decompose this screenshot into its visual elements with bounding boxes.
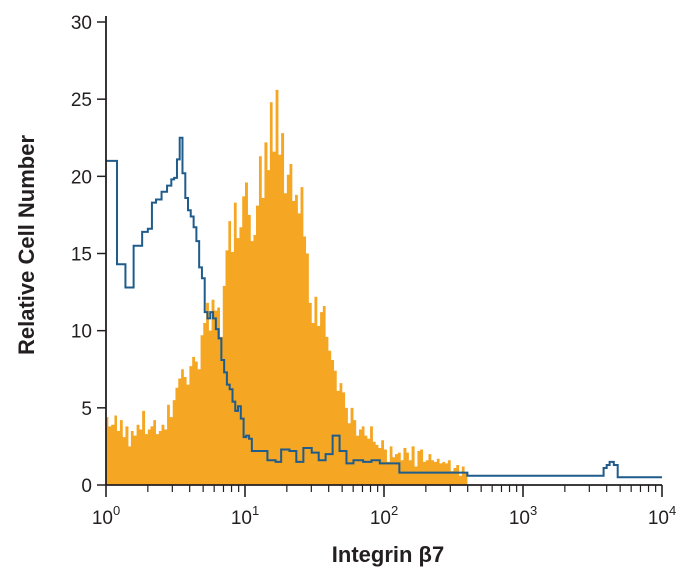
- x-tick-label: 100: [92, 503, 120, 529]
- y-tick-label: 0: [81, 476, 92, 497]
- x-tick-label: 104: [648, 503, 676, 529]
- y-tick-label: 20: [71, 167, 92, 188]
- y-tick-label: 30: [71, 13, 92, 34]
- y-tick-label: 25: [71, 90, 92, 111]
- x-tick-label: 103: [509, 503, 537, 529]
- outline-histogram-series: [106, 136, 662, 479]
- y-tick-label: 10: [71, 322, 92, 343]
- filled-histogram-series: [106, 89, 468, 485]
- x-tick-label: 102: [370, 503, 398, 529]
- plot-area: [106, 89, 662, 485]
- axes: 0 5 10 15 20 25 30 100 101 102 103 104: [71, 13, 676, 529]
- x-tick-label: 101: [231, 503, 259, 529]
- y-tick-label: 15: [71, 245, 92, 266]
- y-axis-title: Relative Cell Number: [14, 135, 39, 356]
- y-tick-label: 5: [81, 399, 92, 420]
- x-axis-title: Integrin β7: [332, 542, 444, 567]
